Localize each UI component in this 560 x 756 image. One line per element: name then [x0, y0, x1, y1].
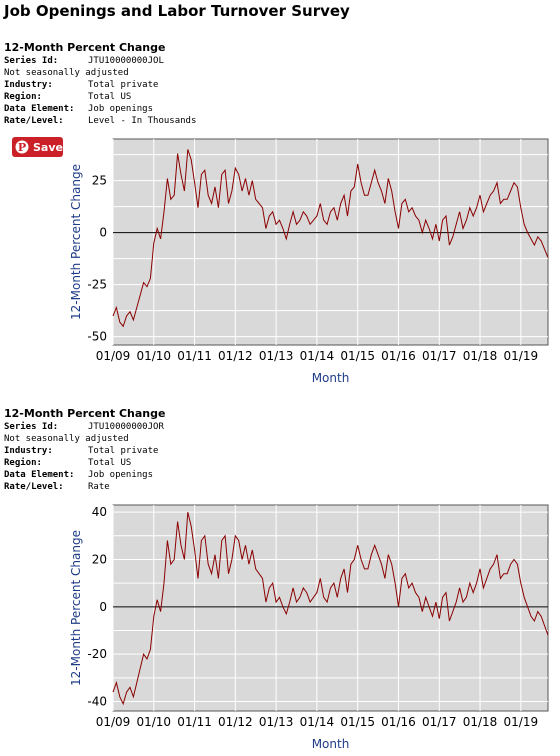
- meta-key: Region:: [4, 92, 42, 102]
- section-title-openings-rate: 12-Month Percent Change: [4, 407, 166, 420]
- page-title: Job Openings and Labor Turnover Survey: [4, 2, 350, 20]
- meta-value: Total US: [88, 92, 132, 102]
- x-axis-label: Month: [312, 371, 350, 385]
- meta-note: Not seasonally adjusted: [4, 68, 129, 78]
- meta-row: Series Id: JTU10000000JOR: [4, 421, 164, 433]
- x-tick-label: 01/14: [300, 715, 335, 729]
- meta-row: Region: Total US: [4, 457, 164, 469]
- meta-value: Level - In Thousands: [88, 116, 197, 126]
- y-axis-label: 12-Month Percent Change: [69, 164, 83, 320]
- meta-value: Total private: [88, 80, 159, 90]
- y-tick-label: 25: [92, 174, 107, 188]
- y-tick-label: 40: [92, 505, 107, 519]
- meta-key: Data Element:: [4, 104, 75, 114]
- meta-note: Not seasonally adjusted: [4, 434, 129, 444]
- meta-row: Rate/Level: Level - In Thousands: [4, 115, 196, 127]
- x-tick-label: 01/09: [96, 715, 131, 729]
- meta-value: Total US: [88, 458, 132, 468]
- x-tick-label: 01/09: [96, 349, 131, 363]
- x-tick-label: 01/10: [136, 349, 171, 363]
- chart-openings-level: 01/09 01/10 01/11 01/12 01/13 01/14 01/15 01/16…: [69, 138, 549, 385]
- meta-value: Job openings: [88, 470, 154, 480]
- meta-key: Industry:: [4, 446, 53, 456]
- meta-row: Data Element: Job openings: [4, 103, 196, 115]
- x-tick-label: 01/10: [136, 715, 171, 729]
- pinterest-save-button[interactable]: P Save: [12, 137, 63, 157]
- meta-key: Industry:: [4, 80, 53, 90]
- x-tick-label: 01/11: [177, 349, 212, 363]
- meta-row: Series Id: JTU10000000JOL: [4, 55, 196, 67]
- x-axis-label: Month: [312, 737, 350, 751]
- meta-value: JTU10000000JOL: [88, 56, 164, 66]
- x-tick-label: 01/16: [381, 349, 416, 363]
- meta-key: Rate/Level:: [4, 116, 64, 126]
- meta-value: Total private: [88, 446, 159, 456]
- series-metadata-openings-rate: Series Id: JTU10000000JOR Not seasonally a…: [4, 421, 164, 493]
- y-tick-label: -40: [87, 695, 107, 709]
- x-tick-label: 01/15: [340, 715, 375, 729]
- x-tick-label: 01/14: [300, 349, 335, 363]
- x-tick-label: 01/13: [259, 715, 294, 729]
- meta-value: Rate: [88, 482, 110, 492]
- meta-row: Industry: Total private: [4, 445, 164, 457]
- pinterest-icon: P: [15, 140, 29, 154]
- x-tick-label: 01/17: [422, 715, 457, 729]
- meta-row: Not seasonally adjusted: [4, 67, 196, 79]
- meta-row: Not seasonally adjusted: [4, 433, 164, 445]
- x-tick-label: 01/18: [463, 715, 498, 729]
- x-tick-label: 01/11: [177, 715, 212, 729]
- meta-key: Series Id:: [4, 422, 59, 432]
- save-button-label: Save: [33, 140, 63, 154]
- section-title-openings-level: 12-Month Percent Change: [4, 41, 166, 54]
- chart-openings-rate: 01/09 01/10 01/11 01/12 01/13 01/14 01/15 01/16…: [69, 504, 549, 751]
- x-tick-label: 01/12: [218, 349, 253, 363]
- x-tick-label: 01/17: [422, 349, 457, 363]
- y-axis-label: 12-Month Percent Change: [69, 530, 83, 686]
- x-tick-label: 01/13: [259, 349, 294, 363]
- svg-text:P: P: [18, 141, 26, 154]
- meta-row: Rate/Level: Rate: [4, 481, 164, 493]
- meta-key: Rate/Level:: [4, 482, 64, 492]
- y-tick-label: 20: [92, 552, 107, 566]
- plot-area: [112, 138, 549, 346]
- y-tick-label: -25: [87, 278, 107, 292]
- meta-key: Data Element:: [4, 470, 75, 480]
- meta-value: Job openings: [88, 104, 154, 114]
- x-tick-label: 01/16: [381, 715, 416, 729]
- x-tick-label: 01/19: [504, 715, 539, 729]
- meta-row: Industry: Total private: [4, 79, 196, 91]
- meta-row: Data Element: Job openings: [4, 469, 164, 481]
- series-line: [112, 511, 549, 706]
- series-metadata-openings-level: Series Id: JTU10000000JOL Not seasonally a…: [4, 55, 196, 127]
- meta-key: Region:: [4, 458, 42, 468]
- meta-key: Series Id:: [4, 56, 59, 66]
- y-tick-label: -20: [87, 647, 107, 661]
- x-tick-label: 01/18: [463, 349, 498, 363]
- y-tick-label: -50: [87, 330, 107, 344]
- x-tick-label: 01/15: [340, 349, 375, 363]
- y-tick-label: 0: [99, 226, 107, 240]
- series-line: [112, 149, 549, 328]
- x-tick-label: 01/19: [504, 349, 539, 363]
- meta-row: Region: Total US: [4, 91, 196, 103]
- x-tick-label: 01/12: [218, 715, 253, 729]
- y-tick-label: 0: [99, 600, 107, 614]
- meta-value: JTU10000000JOR: [88, 422, 164, 432]
